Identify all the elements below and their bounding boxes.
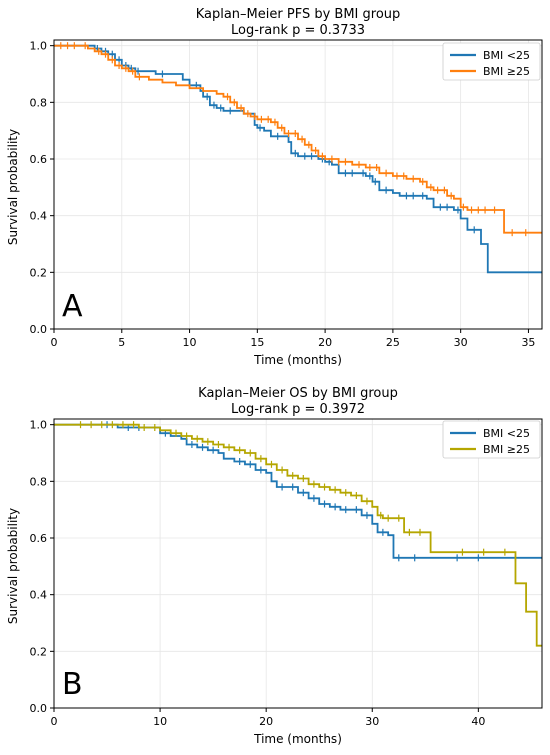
os-y-tick-1: 0.2 (30, 645, 54, 658)
pfs-legend-label-bmi-under-25: BMI <25 (483, 49, 530, 62)
pfs-legend: BMI <25 BMI ≥25 (442, 42, 541, 81)
os-x-tick-2: 20 (259, 708, 273, 728)
pfs-plot-frame (53, 39, 543, 330)
os-x-tick-label-3: 30 (365, 715, 379, 728)
pfs-y-tick-label-2: 0.4 (30, 210, 48, 223)
pfs-y-tick-label-3: 0.6 (30, 153, 48, 166)
os-y-tick-4: 0.8 (30, 475, 54, 488)
pfs-y-axis-label: Survival probability (6, 129, 20, 245)
pfs-y-tick-label-4: 0.8 (30, 96, 48, 109)
os-y-tick-label-4: 0.8 (30, 475, 48, 488)
os-x-tick-label-0: 0 (51, 715, 58, 728)
pfs-x-tick-label-7: 35 (521, 336, 535, 349)
pfs-y-tick-label-5: 1.0 (30, 40, 48, 53)
os-y-tick-label-3: 0.6 (30, 532, 48, 545)
pfs-legend-label-bmi-25-plus: BMI ≥25 (483, 65, 530, 78)
pfs-y-tick-2: 0.4 (30, 210, 54, 223)
pfs-series-1-curve (54, 44, 542, 234)
pfs-y-tick-4: 0.8 (30, 96, 54, 109)
pfs-x-tick-1: 5 (118, 329, 125, 349)
os-y-tick-5: 1.0 (30, 419, 54, 432)
os-y-tick-label-1: 0.2 (30, 645, 48, 658)
os-panel: Kaplan–Meier OS by BMI group Log-rank p … (6, 386, 543, 746)
os-x-tick-1: 10 (153, 708, 167, 728)
os-y-tick-label-5: 1.0 (30, 419, 48, 432)
os-subtitle: Log-rank p = 0.3972 (231, 402, 365, 417)
pfs-ticks: 0 5 10 15 20 25 30 35 0.0 0.2 0.4 0.6 0.8 1.0 (30, 40, 536, 349)
os-x-tick-3: 30 (365, 708, 379, 728)
pfs-x-tick-0: 0 (51, 329, 58, 349)
os-x-axis-label: Time (months) (253, 732, 342, 746)
pfs-x-axis-label: Time (months) (253, 353, 342, 367)
os-curves (54, 421, 542, 647)
pfs-x-tick-label-5: 25 (386, 336, 400, 349)
pfs-title: Kaplan–Meier PFS by BMI group (196, 7, 401, 22)
os-y-tick-2: 0.4 (30, 589, 54, 602)
os-x-tick-label-2: 20 (259, 715, 273, 728)
pfs-y-tick-label-0: 0.0 (30, 323, 48, 336)
pfs-x-tick-3: 15 (250, 329, 264, 349)
pfs-panel-letter: A (62, 289, 83, 324)
pfs-x-tick-label-4: 20 (318, 336, 332, 349)
pfs-y-tick-3: 0.6 (30, 153, 54, 166)
pfs-x-tick-4: 20 (318, 329, 332, 349)
pfs-subtitle: Log-rank p = 0.3733 (231, 23, 365, 38)
pfs-panel: Kaplan–Meier PFS by BMI group Log-rank p… (6, 7, 543, 367)
pfs-y-tick-label-1: 0.2 (30, 266, 48, 279)
pfs-x-tick-7: 35 (521, 329, 535, 349)
os-x-tick-4: 40 (471, 708, 485, 728)
pfs-x-tick-2: 10 (183, 329, 197, 349)
pfs-x-tick-label-2: 10 (183, 336, 197, 349)
os-ticks: 0 10 20 30 40 0.0 0.2 0.4 0.6 0.8 1.0 (30, 419, 486, 728)
pfs-x-tick-6: 30 (454, 329, 468, 349)
pfs-y-tick-0: 0.0 (30, 323, 54, 336)
pfs-curves (54, 42, 542, 274)
pfs-x-tick-label-6: 30 (454, 336, 468, 349)
os-x-tick-0: 0 (51, 708, 58, 728)
pfs-x-tick-label-1: 5 (118, 336, 125, 349)
os-panel-letter: B (62, 667, 83, 702)
os-y-tick-3: 0.6 (30, 532, 54, 545)
os-y-tick-0: 0.0 (30, 702, 54, 715)
pfs-x-tick-label-0: 0 (51, 336, 58, 349)
os-x-tick-label-4: 40 (471, 715, 485, 728)
pfs-grid (53, 40, 542, 330)
os-plot-frame (53, 418, 543, 709)
os-y-axis-label: Survival probability (6, 508, 20, 624)
os-y-tick-label-2: 0.4 (30, 589, 48, 602)
pfs-y-tick-5: 1.0 (30, 40, 54, 53)
pfs-x-tick-label-3: 15 (250, 336, 264, 349)
pfs-series-0-curve (54, 44, 542, 274)
os-y-tick-label-0: 0.0 (30, 702, 48, 715)
pfs-x-tick-5: 25 (386, 329, 400, 349)
os-legend-label-bmi-25-plus: BMI ≥25 (483, 443, 530, 456)
os-legend-label-bmi-under-25: BMI <25 (483, 427, 530, 440)
os-title: Kaplan–Meier OS by BMI group (198, 386, 398, 401)
os-legend: BMI <25 BMI ≥25 (442, 420, 541, 459)
os-grid (53, 419, 542, 709)
os-x-tick-label-1: 10 (153, 715, 167, 728)
pfs-y-tick-1: 0.2 (30, 266, 54, 279)
